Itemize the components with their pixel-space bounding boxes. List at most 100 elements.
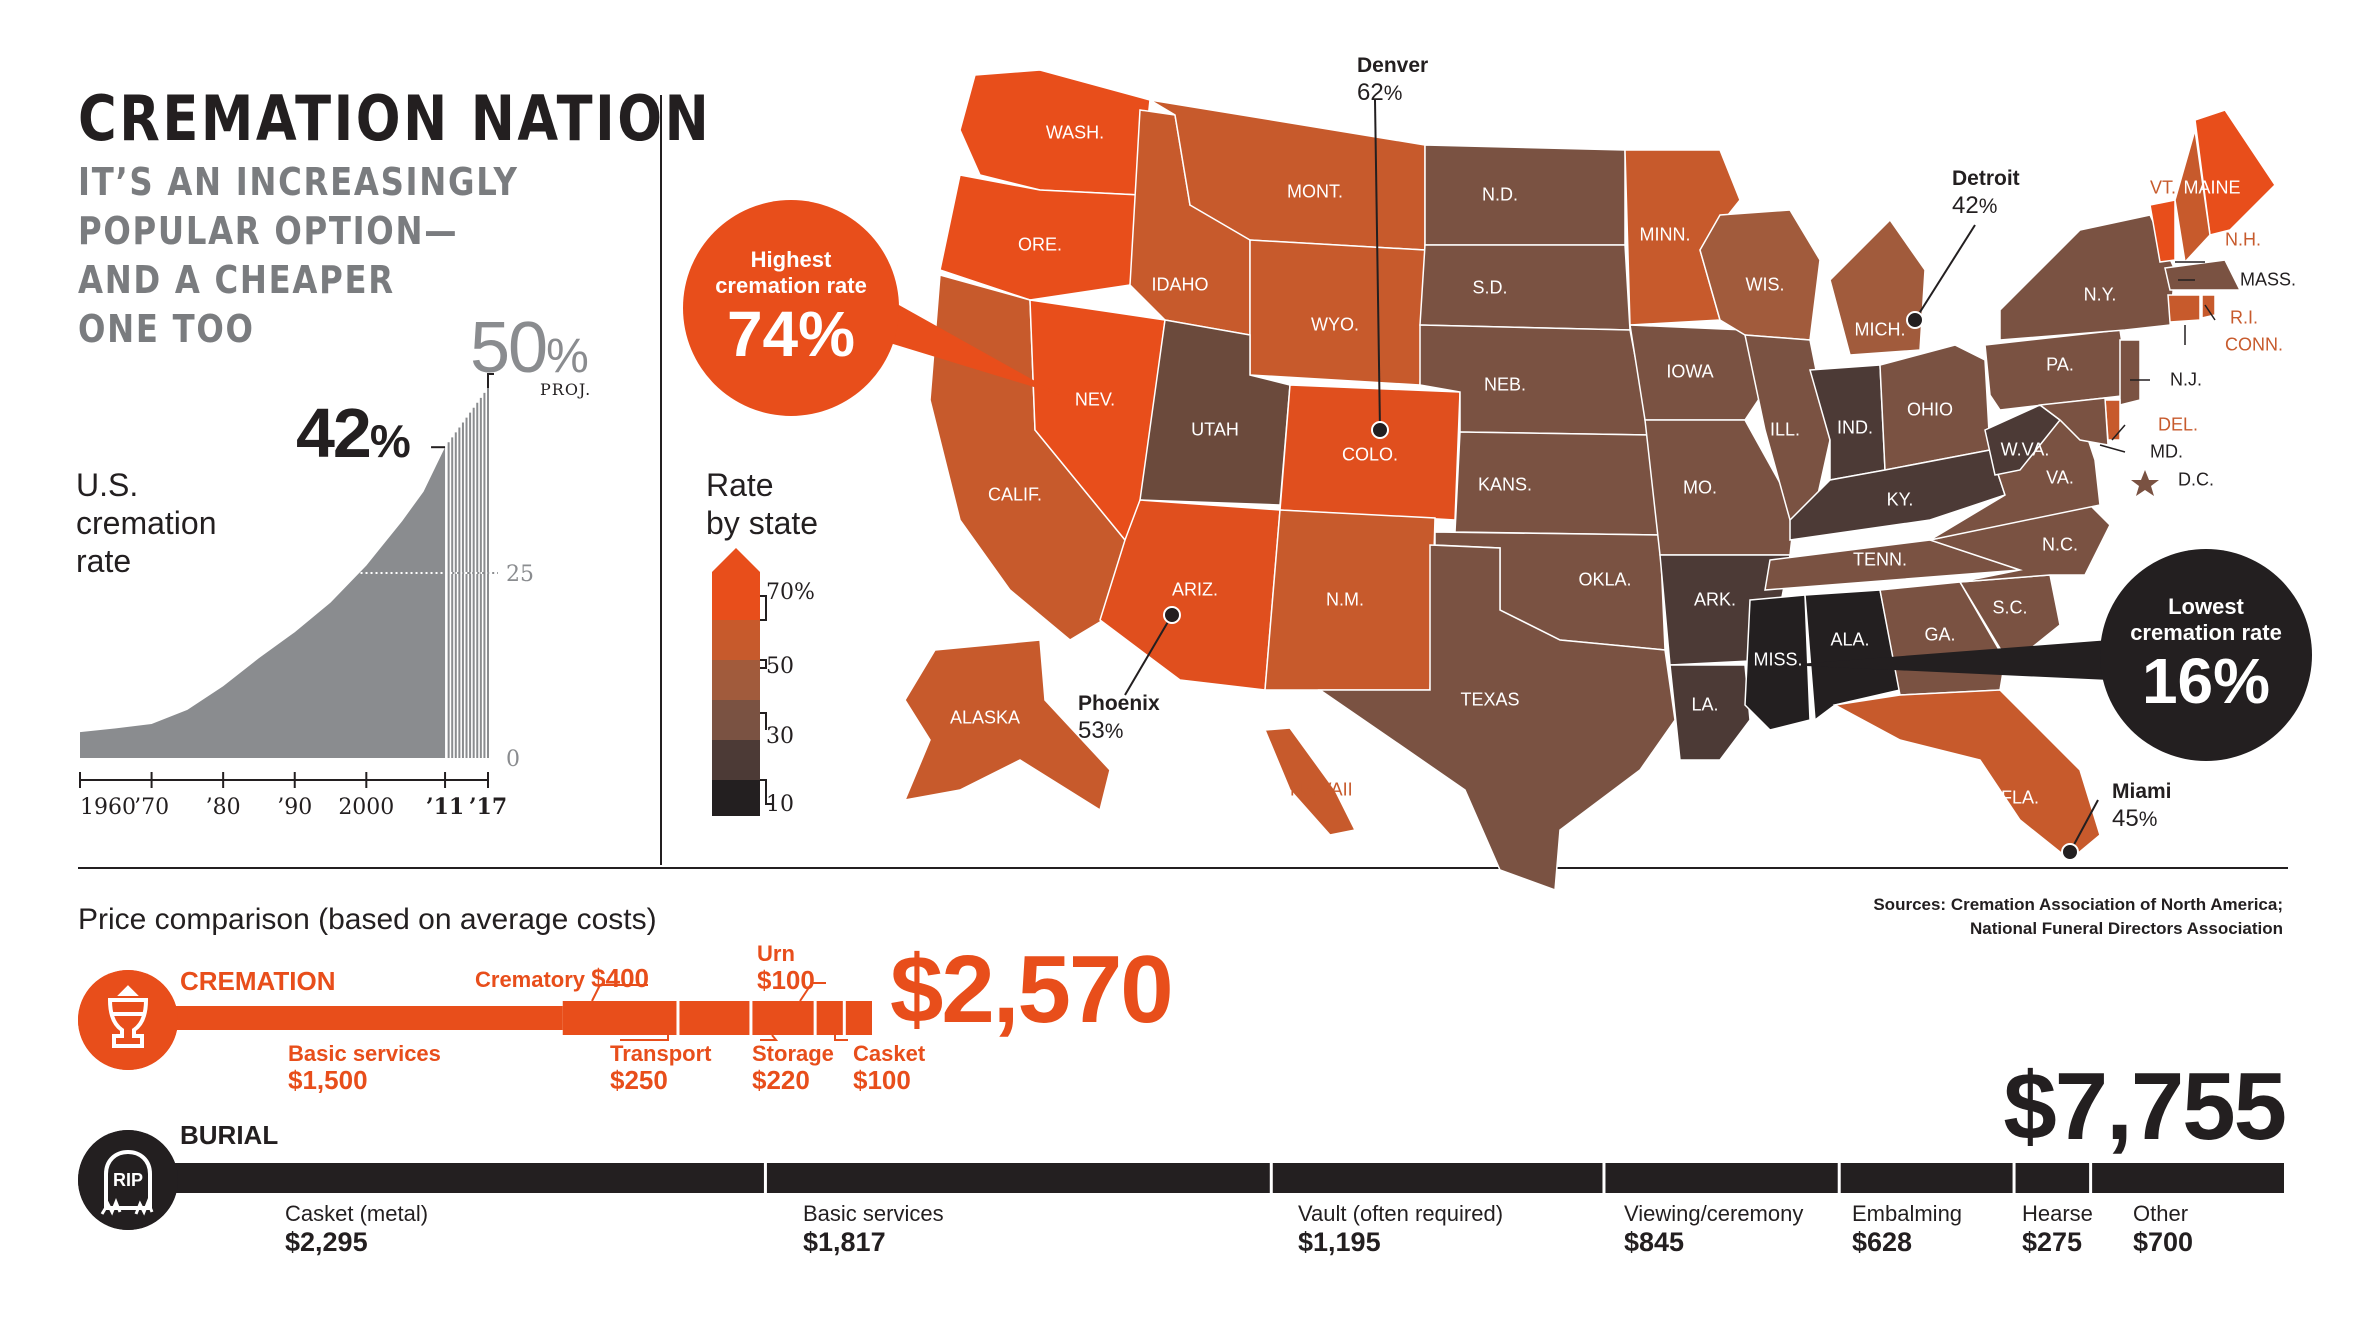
subtitle-line: ONE TOO [78, 307, 255, 351]
city-value: 42 [1952, 192, 1979, 219]
item-name: Crematory [475, 967, 586, 992]
state-md [2038, 397, 2109, 446]
burial-item-label: Casket (metal) $2,295 [285, 1200, 428, 1256]
highest-rate-callout: Highest cremation rate 74% [683, 200, 899, 416]
item-name: Casket (metal) [285, 1201, 429, 1226]
item-name: Other [2133, 1201, 2189, 1226]
callout-caption: Highest [750, 247, 832, 272]
state-mich [1829, 218, 1926, 356]
page-subtitle: IT’S AN INCREASINGLY POPULAR OPTION— AND… [78, 158, 519, 354]
trend-callout-2011: 42% [296, 393, 411, 473]
cremation-bracket [834, 1001, 848, 1041]
city-name: Miami [2112, 780, 2172, 803]
dc-star-icon [2131, 470, 2159, 496]
item-amount: $100 [853, 1065, 911, 1095]
trend-callout-pct: % [369, 415, 411, 467]
city-detroit: Detroit 42% [1952, 165, 2020, 220]
cremation-segment [679, 1001, 750, 1035]
subtitle-line: AND A CHEAPER [78, 258, 395, 302]
subtitle-line: IT’S AN INCREASINGLY [78, 160, 519, 204]
sources: Sources: Cremation Association of North … [1873, 893, 2283, 941]
item-name: Vault (often required) [1298, 1201, 1504, 1226]
item-amount: $1,817 [803, 1227, 886, 1257]
city-dot [2061, 843, 2079, 861]
state-fla [1832, 689, 2101, 861]
cremation-item-label: Crematory $400 [475, 965, 649, 993]
legend-tick: 30 [766, 724, 794, 749]
state-vt [2149, 199, 2176, 263]
lowest-rate-callout: Lowest cremation rate 16% [2100, 549, 2312, 761]
y-tick-label: 0 [506, 747, 520, 772]
city-leader [1374, 99, 1381, 431]
subtitle-line: POPULAR OPTION— [78, 209, 459, 253]
city-name: Detroit [1952, 167, 2020, 190]
state-iowa [1629, 324, 1766, 421]
item-amount: $100 [757, 965, 815, 995]
item-name: Transport [610, 1041, 712, 1066]
cremation-segment [562, 1001, 677, 1035]
state-hawaii [1263, 727, 1357, 836]
city-leader [1914, 224, 1976, 321]
state-la [1669, 664, 1751, 761]
source-line: Sources: Cremation Association of North … [1873, 895, 2283, 914]
legend-swatch [712, 660, 760, 700]
source-line: National Funeral Directors Association [1970, 919, 2283, 938]
city-phoenix: Phoenix 53% [1078, 690, 1160, 745]
state-nc [1927, 504, 2111, 583]
legend-tick: 70% [766, 580, 815, 605]
city-miami: Miami 45% [2112, 778, 2172, 833]
trend-callout-2011-value: 42 [296, 394, 372, 472]
burial-label: BURIAL [180, 1120, 279, 1150]
trend-proj-label: PROJ. [540, 380, 592, 399]
state-conn [2167, 294, 2201, 323]
cremation-bracket [799, 982, 826, 1002]
legend-swatch [712, 700, 760, 740]
state-nj [2119, 339, 2141, 406]
callout-caption: cremation rate [715, 273, 867, 298]
cremation-segment [125, 1006, 563, 1030]
label-leader [2204, 304, 2216, 321]
city-pct: % [2138, 808, 2158, 831]
item-name: Basic services [803, 1201, 944, 1226]
legend-title: Rate by state [706, 466, 818, 542]
item-name: Embalming [1852, 1201, 1963, 1226]
item-amount: $845 [1624, 1227, 1685, 1257]
item-name: Urn [757, 941, 795, 966]
city-pct: % [1383, 82, 1403, 105]
item-amount: $275 [2022, 1227, 2083, 1257]
cremation-bracket [760, 1034, 779, 1041]
cremation-segment [752, 1001, 814, 1035]
item-amount: $1,500 [288, 1065, 368, 1095]
item-name: Viewing/ceremony [1624, 1201, 1804, 1226]
legend-title-line: Rate [706, 467, 774, 503]
burial-segment [1605, 1163, 1838, 1193]
cremation-segment [816, 1001, 843, 1035]
cremation-bracket [620, 1035, 669, 1041]
item-amount: $700 [2133, 1227, 2194, 1257]
legend-tick: 50 [766, 654, 794, 679]
item-name: Basic services [288, 1041, 441, 1066]
legend-tick: 10 [766, 792, 794, 817]
burial-segment [1840, 1163, 2013, 1193]
color-legend [712, 548, 772, 816]
state-ri [2201, 294, 2216, 319]
burial-item-label: Vault (often required) $1,195 [1298, 1200, 1503, 1256]
item-name: Hearse [2022, 1201, 2093, 1226]
burial-segment [766, 1163, 1270, 1193]
trend-callout-proj-value: 50 [470, 308, 548, 388]
city-name: Denver [1357, 54, 1429, 77]
cremation-total: $2,570 [890, 936, 1174, 1043]
price-comparison-title: Price comparison (based on average costs… [78, 903, 657, 936]
x-tick-label: ’70 [134, 795, 169, 820]
city-dot [1163, 606, 1181, 624]
burial-segment [2092, 1163, 2284, 1193]
burial-segment [1272, 1163, 1603, 1193]
city-denver: Denver 62% [1357, 52, 1428, 107]
burial-segment [128, 1163, 764, 1193]
trend-label-line: U.S. [76, 467, 139, 503]
legend-swatch [712, 620, 760, 660]
callout-value: 16% [2141, 645, 2271, 717]
state-ala [1804, 589, 1901, 722]
highest-callout-pointer [880, 300, 1060, 395]
city-leader [1124, 614, 1173, 696]
